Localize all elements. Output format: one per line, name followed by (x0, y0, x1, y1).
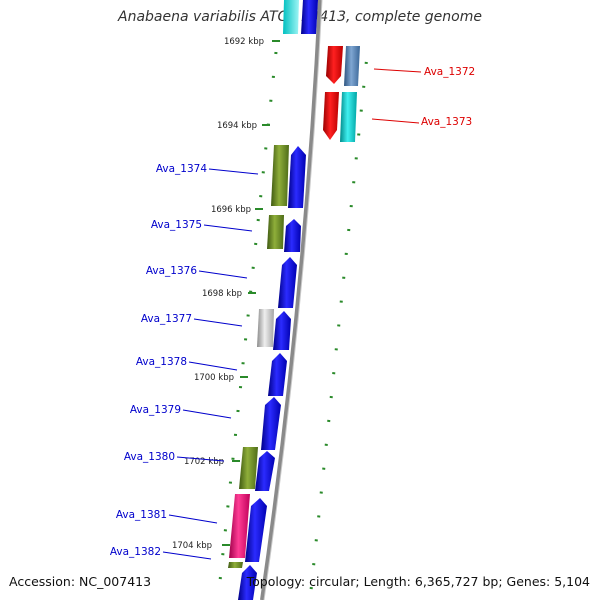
gene-ava-1380-arrow[interactable] (255, 451, 275, 491)
gene-ava-1382-cog (228, 562, 243, 568)
tick-label-1704: 1704 kbp (172, 541, 212, 551)
label-leaders (162, 68, 422, 560)
gene-ava-1373-cog (340, 92, 357, 142)
reverse-tick-arc (308, 45, 370, 600)
accession-text: Accession: NC_007413 (9, 574, 152, 589)
major-ticks (222, 40, 280, 546)
partial-gene-top-cyan (283, 0, 299, 34)
gene-ava-1377-cog (257, 309, 274, 347)
genome-backbone (260, 0, 322, 600)
gene-label-ava-1378[interactable]: Ava_1378 (136, 356, 187, 368)
gene-ava-1381-arrow[interactable] (245, 498, 267, 562)
partial-gene-top-blue (301, 0, 318, 34)
map-title: Anabaena variabilis ATCC 29413, complete… (118, 9, 482, 25)
tick-label-1694: 1694 kbp (217, 121, 257, 131)
gene-ava-1375-arrow[interactable] (284, 219, 301, 252)
genome-summary-text: Topology: circular; Length: 6,365,727 bp… (246, 574, 590, 589)
gene-label-ava-1380[interactable]: Ava_1380 (124, 451, 175, 463)
gene-ava-1372-cog (344, 46, 360, 86)
gene-label-ava-1379[interactable]: Ava_1379 (130, 404, 181, 416)
gene-ava-1374-cog (271, 145, 289, 206)
gene-ava-1372-red[interactable] (326, 46, 343, 84)
tick-label-1700: 1700 kbp (194, 373, 234, 383)
tick-label-1692: 1692 kbp (224, 37, 264, 47)
gene-label-ava-1377[interactable]: Ava_1377 (141, 313, 192, 325)
gene-ava-1382-arrow[interactable] (238, 565, 257, 600)
gene-label-ava-1373[interactable]: Ava_1373 (421, 116, 472, 128)
genome-backbone-highlight (263, 0, 323, 600)
gene-label-ava-1382[interactable]: Ava_1382 (110, 546, 161, 558)
gene-ava-1379-arrow[interactable] (261, 397, 281, 450)
gene-label-ava-1372[interactable]: Ava_1372 (424, 66, 475, 78)
gene-ava-1378-arrow[interactable] (268, 353, 287, 396)
gene-ava-1374-arrow[interactable] (288, 146, 306, 208)
gene-label-ava-1376[interactable]: Ava_1376 (146, 265, 198, 277)
gene-label-ava-1381[interactable]: Ava_1381 (116, 509, 167, 521)
gene-ava-1373-red[interactable] (323, 92, 339, 140)
tick-label-1698: 1698 kbp (202, 289, 242, 299)
gene-ava-1381-cog (229, 494, 250, 558)
gene-label-ava-1375[interactable]: Ava_1375 (151, 219, 202, 231)
gene-ava-1375-cog (267, 215, 284, 249)
gene-ava-1376-arrow[interactable] (278, 257, 297, 308)
gene-ava-1380-cog (239, 447, 258, 489)
gene-ava-1377-arrow[interactable] (273, 311, 291, 350)
tick-label-1702: 1702 kbp (184, 457, 224, 467)
tick-label-1696: 1696 kbp (211, 205, 251, 215)
gene-label-ava-1374[interactable]: Ava_1374 (156, 163, 208, 175)
